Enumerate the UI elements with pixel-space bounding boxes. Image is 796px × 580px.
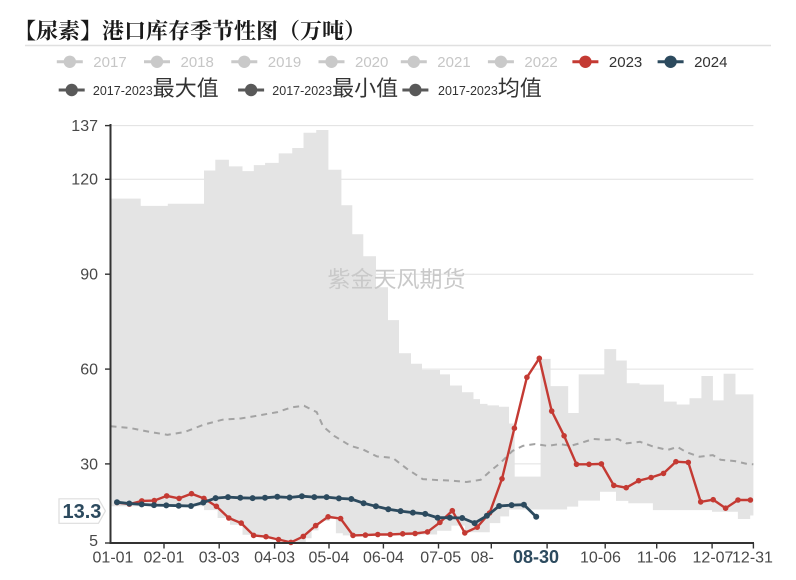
- svg-text:06-04: 06-04: [363, 550, 404, 567]
- svg-text:2024: 2024: [694, 54, 727, 71]
- svg-text:01-01: 01-01: [93, 550, 134, 567]
- svg-text:2021: 2021: [437, 54, 470, 71]
- svg-text:12-31: 12-31: [732, 550, 773, 567]
- svg-text:12-07: 12-07: [693, 550, 734, 567]
- svg-text:13.3: 13.3: [63, 501, 102, 523]
- svg-text:08-30: 08-30: [513, 547, 559, 567]
- svg-text:10-06: 10-06: [580, 550, 621, 567]
- svg-text:04-03: 04-03: [254, 550, 295, 567]
- svg-text:05-04: 05-04: [309, 550, 350, 567]
- svg-text:2020: 2020: [355, 54, 388, 71]
- svg-text:02-01: 02-01: [144, 550, 185, 567]
- svg-text:07-05: 07-05: [420, 550, 461, 567]
- svg-text:2017: 2017: [93, 54, 126, 71]
- svg-text:30: 30: [80, 456, 98, 473]
- svg-text:2022: 2022: [524, 54, 557, 71]
- svg-text:08-: 08-: [471, 550, 494, 567]
- svg-text:120: 120: [71, 172, 98, 189]
- svg-text:137: 137: [71, 118, 98, 135]
- svg-text:03-03: 03-03: [199, 550, 240, 567]
- svg-text:2017-2023: 2017-2023: [438, 84, 498, 98]
- svg-text:5: 5: [89, 533, 98, 550]
- svg-text:2023: 2023: [609, 54, 642, 71]
- svg-text:2017-2023: 2017-2023: [93, 84, 153, 98]
- svg-text:2018: 2018: [181, 54, 214, 71]
- svg-text:90: 90: [80, 267, 98, 284]
- svg-text:2017-2023: 2017-2023: [272, 84, 332, 98]
- svg-text:2019: 2019: [268, 54, 301, 71]
- svg-text:11-06: 11-06: [637, 550, 677, 567]
- svg-text:60: 60: [80, 362, 98, 379]
